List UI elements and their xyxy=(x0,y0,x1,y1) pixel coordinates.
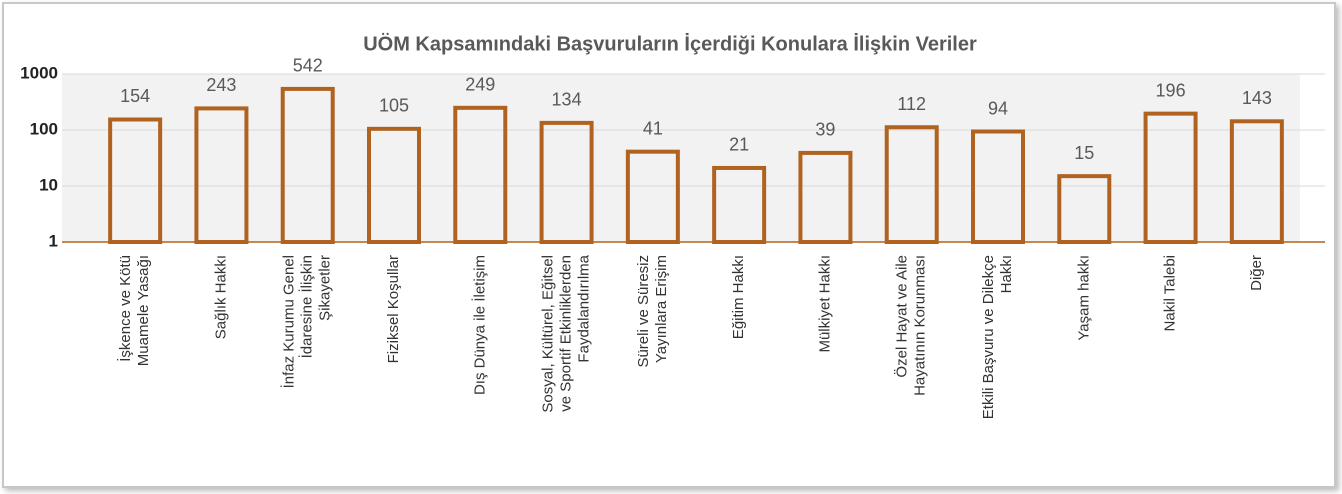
x-tick-label-line: Mülkiyet Hakkı xyxy=(816,255,833,353)
y-tick-label: 100 xyxy=(30,119,58,138)
y-tick-label: 10 xyxy=(39,175,58,194)
x-tick-label-line: Nakil Talebi xyxy=(1162,255,1179,331)
x-tick-label-line: Dış Dünya ile İletişim xyxy=(470,255,488,395)
bar xyxy=(971,129,1025,244)
y-tick-label: 1000 xyxy=(20,63,58,82)
x-tick-label-line: Muamele Yasağı xyxy=(135,255,152,366)
x-tick-label-line: Sosyal, Kültürel, Eğitsel xyxy=(540,255,557,413)
x-tick-label-line: Yaşam hakkı xyxy=(1075,255,1092,341)
x-tick-label-line: Süreli ve Süresiz xyxy=(635,255,652,368)
bar xyxy=(884,125,939,244)
data-label: 542 xyxy=(293,56,323,76)
x-tick-label: Süreli ve SüresizYayınlara Erişim xyxy=(635,255,670,368)
x-tick-label-line: İşkence ve Kötü xyxy=(116,255,134,362)
x-tick-label: İnfaz Kurumu Genelİdaresine İlişkinŞikay… xyxy=(280,255,334,388)
data-label: 243 xyxy=(206,75,236,95)
bar xyxy=(1143,111,1198,244)
x-tick-label-line: İdaresine İlişkin xyxy=(298,255,316,358)
bar xyxy=(453,105,508,244)
data-label: 21 xyxy=(729,135,749,155)
x-tick-label-line: Faydalandırılma xyxy=(576,254,593,362)
x-tick-label: İşkence ve KötüMuamele Yasağı xyxy=(116,255,152,366)
data-label: 154 xyxy=(120,86,150,106)
x-tick-label: Fiziksel Koşullar xyxy=(385,255,402,363)
data-label: 143 xyxy=(1242,88,1272,108)
x-tick-label-line: Sağlık Hakkı xyxy=(212,255,229,339)
bar xyxy=(1057,174,1112,244)
data-label: 39 xyxy=(815,120,835,140)
data-label: 105 xyxy=(379,96,409,116)
plot-background xyxy=(62,74,1300,242)
x-tick-label: Özel Hayat ve AileHayatının Korunması xyxy=(893,255,929,396)
x-tick-label: Diğer xyxy=(1248,255,1265,291)
bar xyxy=(367,126,421,244)
x-tick-label-line: Yayınlara Erişim xyxy=(653,255,670,363)
x-tick-label: Etkili Başvuru ve DilekçeHakkı xyxy=(980,255,1015,419)
data-label: 196 xyxy=(1156,80,1186,100)
bar xyxy=(280,86,335,244)
chart-title: UÖM Kapsamındaki Başvuruların İçerdiği K… xyxy=(363,32,977,55)
x-tick-label-line: Hayatının Korunması xyxy=(912,255,929,396)
bar xyxy=(1229,119,1284,244)
y-tick-label: 1 xyxy=(49,231,58,250)
x-tick-label-line: Şikayetler xyxy=(317,255,334,321)
data-label: 15 xyxy=(1074,143,1094,163)
x-tick-label: Sosyal, Kültürel, Eğitselve Sportif Etki… xyxy=(540,254,593,412)
x-tick-label-line: Özel Hayat ve Aile xyxy=(893,255,911,378)
x-tick-label-line: Etkili Başvuru ve Dilekçe xyxy=(980,255,997,419)
x-tick-label: Eğitim Hakkı xyxy=(730,255,747,339)
bar xyxy=(539,120,594,244)
bar xyxy=(625,149,680,244)
x-tick-label: Yaşam hakkı xyxy=(1075,255,1092,341)
data-label: 249 xyxy=(465,75,495,95)
x-tick-label: Mülkiyet Hakkı xyxy=(816,255,833,353)
data-label: 41 xyxy=(643,118,663,138)
x-tick-label-line: ve Sportif Etkinliklerden xyxy=(558,255,575,412)
bar xyxy=(194,106,249,244)
data-label: 134 xyxy=(552,90,582,110)
data-label: 94 xyxy=(988,98,1008,118)
x-tick-label-line: Hakkı xyxy=(998,255,1015,293)
x-tick-label-line: Fiziksel Koşullar xyxy=(385,255,402,363)
x-tick-label: Dış Dünya ile İletişim xyxy=(470,255,488,395)
x-tick-label: Nakil Talebi xyxy=(1162,255,1179,331)
bar xyxy=(108,117,163,244)
bar xyxy=(798,150,853,244)
x-tick-label-line: Eğitim Hakkı xyxy=(730,255,747,339)
x-tick-label-line: İnfaz Kurumu Genel xyxy=(280,255,298,388)
bar xyxy=(712,165,767,244)
x-tick-label: Sağlık Hakkı xyxy=(212,255,229,339)
data-label: 112 xyxy=(897,94,926,114)
x-tick-label-line: Diğer xyxy=(1248,255,1265,291)
